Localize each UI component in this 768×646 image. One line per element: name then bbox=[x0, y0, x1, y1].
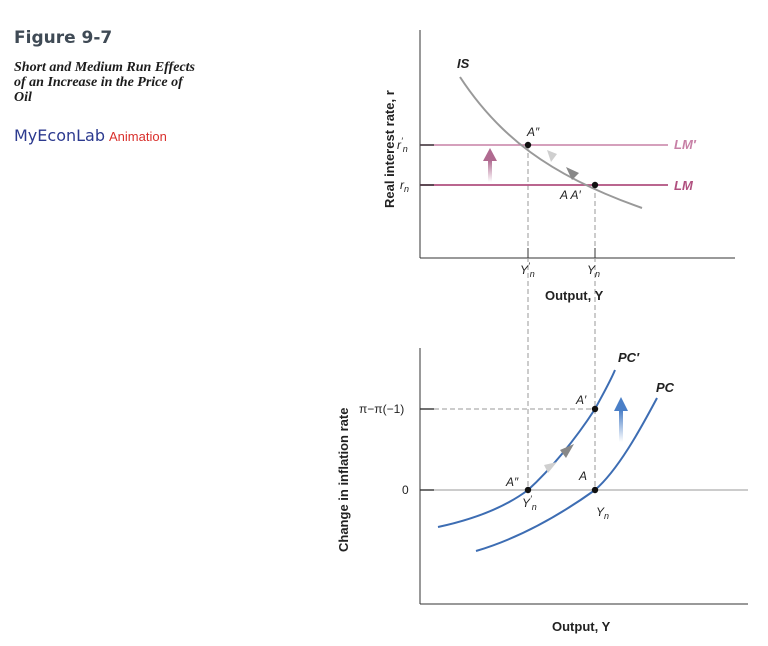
pc-prime-curve bbox=[437, 369, 616, 528]
figure-title: Short and Medium Run Effects of an Incre… bbox=[14, 60, 196, 105]
is-curve bbox=[459, 76, 643, 209]
lm-shift-arrow bbox=[483, 148, 497, 182]
point-a-bottom-label: A bbox=[578, 469, 587, 483]
inflation-change-tick-label: π−π(−1) bbox=[359, 402, 404, 416]
lm-prime-label: LM′ bbox=[674, 137, 697, 152]
is-move-arrow-2 bbox=[547, 150, 557, 162]
top-y-axis-title: Real interest rate, r bbox=[382, 90, 397, 208]
point-a2-bottom bbox=[524, 486, 532, 494]
yn-tick-label-top: Yn bbox=[587, 263, 600, 279]
is-move-arrow-1 bbox=[566, 167, 579, 180]
pc-curve bbox=[475, 397, 658, 552]
pc-prime-label: PC′ bbox=[618, 350, 640, 365]
pc-move-arrow-2 bbox=[544, 462, 557, 473]
point-a-top bbox=[591, 181, 599, 189]
animation-label: Animation bbox=[109, 129, 167, 144]
myeconlab-logo: MyEconLab bbox=[14, 126, 105, 145]
top-x-axis-title: Output, Y bbox=[545, 288, 604, 303]
yn-prime-tick-label-bottom: Y′n bbox=[522, 494, 537, 512]
point-a-bottom bbox=[591, 486, 599, 494]
bottom-y-axis-title: Change in inflation rate bbox=[336, 408, 351, 552]
point-a-prime-bottom-label: A′ bbox=[575, 393, 587, 407]
point-a2-top-label: A″ bbox=[526, 125, 540, 139]
rn-tick-label: rn bbox=[400, 178, 409, 194]
pc-shift-arrow bbox=[614, 397, 628, 442]
top-panel: IS LM′ LM A A′ A″ r′n rn Y′n Yn Output, … bbox=[382, 30, 735, 488]
rn-prime-tick-label: r′n bbox=[397, 136, 408, 154]
yn-tick-label-bottom: Yn bbox=[596, 505, 609, 521]
is-label: IS bbox=[457, 56, 470, 71]
lm-label: LM bbox=[674, 178, 694, 193]
point-a2-top bbox=[524, 141, 532, 149]
point-a-prime-bottom bbox=[591, 405, 599, 413]
zero-tick-label: 0 bbox=[402, 483, 409, 497]
pc-label: PC bbox=[656, 380, 675, 395]
pc-move-arrow-1 bbox=[560, 444, 574, 458]
bottom-x-axis-title: Output, Y bbox=[552, 619, 611, 634]
point-a-top-label: A A′ bbox=[559, 188, 581, 202]
point-a2-bottom-label: A″ bbox=[505, 475, 519, 489]
bottom-panel: PC′ PC A′ A A″ Y′n Yn π−π(−1) 0 Output, … bbox=[336, 348, 748, 634]
myeconlab-animation-link[interactable]: MyEconLab Animation bbox=[14, 126, 167, 146]
figure-number: Figure 9-7 bbox=[14, 28, 113, 48]
yn-prime-tick-label-top: Y′n bbox=[520, 261, 535, 279]
